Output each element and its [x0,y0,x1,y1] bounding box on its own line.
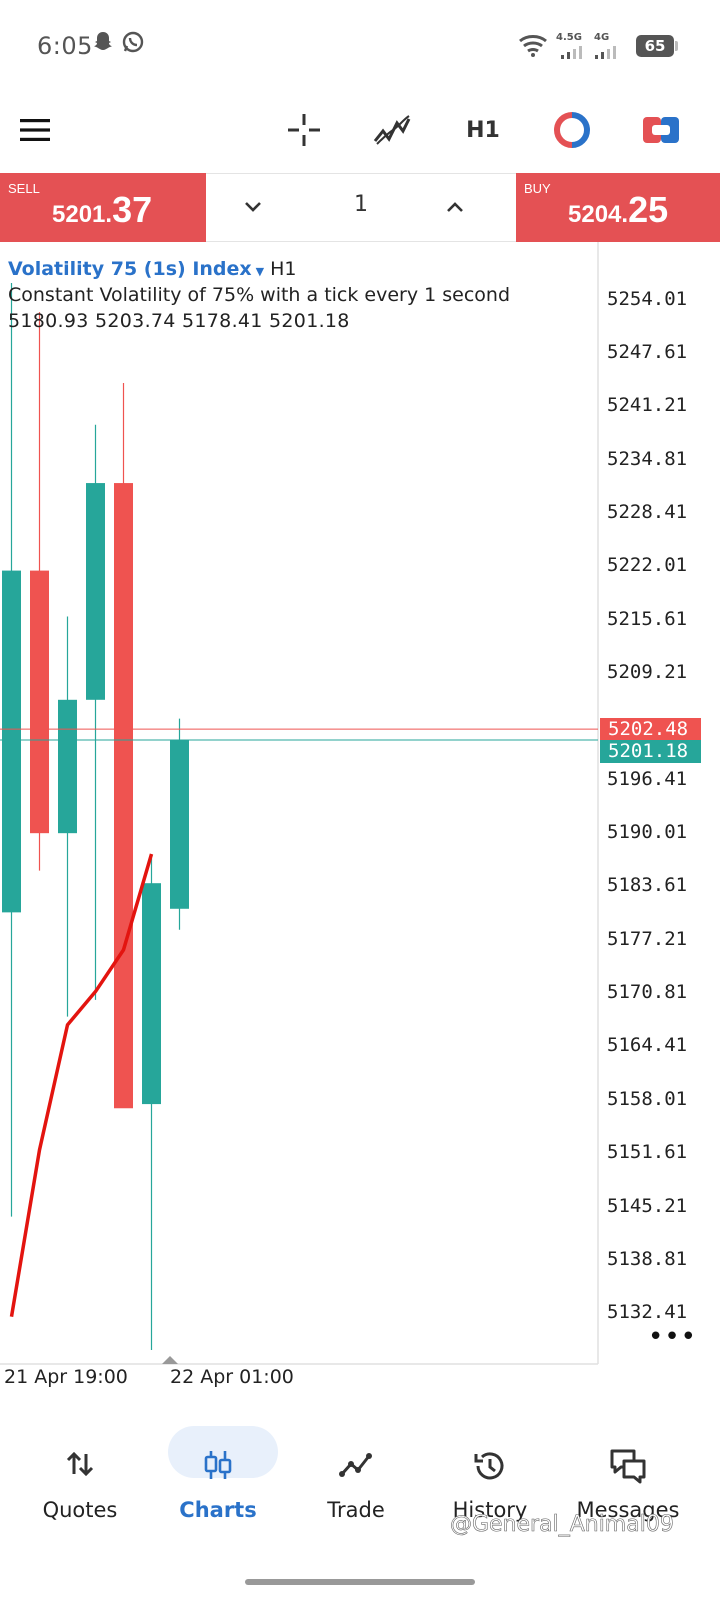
network-label-1: 4.5G [556,32,582,43]
candle-body [58,699,77,834]
symbol-timeframe: H1 [270,258,297,280]
network-label-2: 4G [594,32,610,43]
candle-body [86,483,105,700]
symbol-description: Constant Volatility of 75% with a tick e… [8,284,511,306]
volume-increase-button[interactable] [440,192,470,222]
sell-price-small: 5201. [52,201,113,228]
price-axis-label: 5196.41 [607,767,688,790]
status-bar: 6:05 4.5G 4G 65 [0,0,720,92]
price-axis-label: 5241.21 [607,394,688,417]
whatsapp-icon [121,30,145,58]
nav-history[interactable]: History [418,1398,562,1548]
buy-price-big: 25 [628,189,669,230]
candle-body [170,739,189,909]
price-chart[interactable]: Volatility 75 (1s) Index ▼ H1 Constant Vol… [0,242,720,1398]
price-axis-label: 5151.61 [607,1141,688,1164]
price-axis-label: 5170.81 [607,981,688,1004]
price-axis-label: 5254.01 [607,287,688,310]
time-axis-label: 21 Apr 19:00 [4,1366,128,1388]
candle-body [114,483,133,1109]
trade-toggle-button[interactable] [638,92,684,168]
price-axis-label: 5234.81 [607,447,688,470]
nav-quotes[interactable]: Quotes [8,1398,152,1548]
menu-icon [20,119,50,141]
price-axis-label: 5132.41 [607,1301,688,1324]
charts-icon [204,1451,232,1479]
price-axis-label: 5222.01 [607,554,688,577]
nav-charts[interactable]: Charts [146,1398,290,1548]
signal-icon [560,44,584,63]
buy-price-small: 5204. [568,201,629,228]
time-axis-label: 22 Apr 01:00 [170,1366,294,1388]
volume-selector: 1 [206,173,516,242]
sell-button[interactable]: SELL 5201.37 [0,173,206,242]
nav-messages[interactable]: Messages [556,1398,700,1548]
nav-charts-label: Charts [179,1498,257,1522]
bid-price-tag: 5201.18 [600,740,701,764]
sell-price: 5201.37 [52,189,152,231]
price-axis-label: 5215.61 [607,607,688,630]
price-axis-label: 5164.41 [607,1034,688,1057]
wifi-icon [518,33,548,61]
menu-button[interactable] [12,92,58,168]
chart-toolbar: H1 [0,92,720,168]
trade-toggle-icon [643,117,679,143]
price-axis-label: 5209.21 [607,661,688,684]
moving-average-line [9,853,154,1317]
chart-canvas[interactable] [0,242,720,1398]
sell-label: SELL [8,181,40,196]
symbol-name[interactable]: Volatility 75 (1s) Index [8,258,252,280]
indicators-button[interactable] [369,92,415,168]
signal-icon [594,44,618,63]
messages-icon [610,1449,646,1484]
quotes-icon [66,1451,94,1477]
one-click-trading-button[interactable] [549,92,595,168]
price-axis-label: 5177.21 [607,927,688,950]
nav-trade[interactable]: Trade [284,1398,428,1548]
history-icon [474,1452,504,1480]
sell-price-big: 37 [112,189,153,230]
nav-messages-label: Messages [576,1498,680,1522]
symbol-header[interactable]: Volatility 75 (1s) Index ▼ H1 [8,258,297,280]
price-axis-label: 5138.81 [607,1247,688,1270]
watermark: @General_Animal09 [450,1512,674,1538]
snapchat-icon [92,30,114,56]
buy-label: BUY [524,181,551,196]
price-axis-label: 5145.21 [607,1194,688,1217]
battery-level: 65 [636,35,674,57]
more-dots-icon[interactable]: ••• [648,1322,698,1352]
indicators-icon [373,115,411,145]
price-axis-label: 5158.01 [607,1087,688,1110]
volume-value[interactable]: 1 [354,192,368,217]
nav-quotes-label: Quotes [42,1498,118,1522]
price-axis-label: 5247.61 [607,340,688,363]
buy-button[interactable]: BUY 5204.25 [516,173,720,242]
one-click-trading-icon [554,112,590,148]
trade-icon [339,1453,372,1477]
price-axis-label: 5190.01 [607,821,688,844]
symbol-ohlc: 5180.93 5203.74 5178.41 5201.18 [8,310,350,332]
crosshair-icon [288,114,320,146]
ask-price-tag: 5202.48 [600,717,701,741]
chevron-up-icon [447,202,463,212]
time-marker-icon [162,1356,178,1364]
nav-trade-label: Trade [327,1498,385,1522]
bottom-navigation: Quotes Charts Trade History Messages @Ge… [0,1398,720,1600]
crosshair-button[interactable] [282,92,326,168]
buy-price: 5204.25 [568,189,668,231]
candle-body [2,570,21,913]
price-axis-label: 5183.61 [607,874,688,897]
nav-history-label: History [452,1498,528,1522]
symbol-dropdown-icon[interactable]: ▼ [255,265,265,278]
volume-decrease-button[interactable] [238,192,268,222]
timeframe-button[interactable]: H1 [466,117,500,143]
chevron-down-icon [245,202,261,212]
battery-icon [675,41,678,51]
candle-body [30,570,49,834]
candle-body [142,883,161,1105]
home-indicator[interactable] [245,1579,475,1585]
price-axis-label: 5228.41 [607,500,688,523]
status-time: 6:05 [37,32,93,60]
one-click-trade-panel: SELL 5201.37 1 BUY 5204.25 [0,173,720,242]
